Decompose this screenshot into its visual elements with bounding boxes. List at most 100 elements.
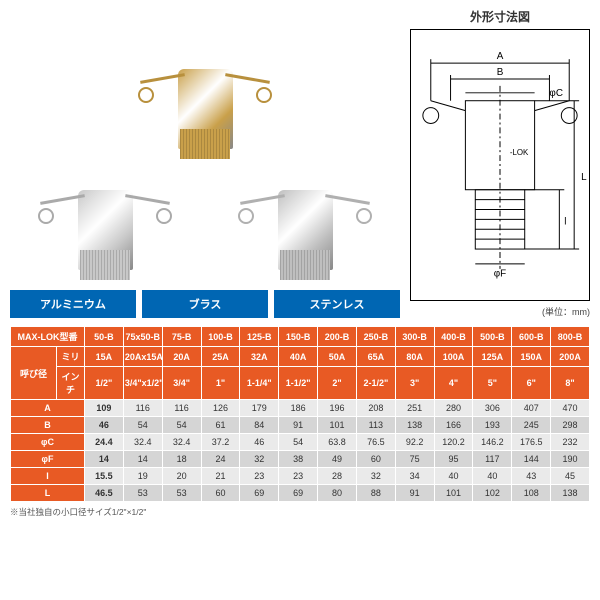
col-header: 400-B [434, 327, 473, 347]
data-cell: 306 [473, 400, 512, 417]
data-cell: 20 [162, 468, 201, 485]
products-section: アルミニウム ブラス ステンレス [10, 8, 400, 318]
col-header: 200-B [318, 327, 357, 347]
data-cell: 109 [85, 400, 124, 417]
cell: 2" [318, 367, 357, 400]
cell: 65A [356, 347, 395, 367]
data-cell: 280 [434, 400, 473, 417]
cell: 3/4" [162, 367, 201, 400]
cell: 3" [395, 367, 434, 400]
col-mm: ミリ [57, 347, 85, 367]
data-cell: 144 [512, 451, 551, 468]
col-header: 800-B [551, 327, 590, 347]
data-cell: 32.4 [123, 434, 162, 451]
data-cell: 91 [279, 417, 318, 434]
row-label: φC [11, 434, 85, 451]
svg-text:φF: φF [494, 269, 506, 280]
col-header: 100-B [201, 327, 240, 347]
data-cell: 101 [434, 485, 473, 502]
data-cell: 34 [395, 468, 434, 485]
data-cell: 32.4 [162, 434, 201, 451]
data-cell: 117 [473, 451, 512, 468]
col-header: 150-B [279, 327, 318, 347]
cell: 20A [162, 347, 201, 367]
svg-text:φC: φC [549, 88, 563, 99]
data-cell: 245 [512, 417, 551, 434]
data-cell: 60 [356, 451, 395, 468]
svg-text:B: B [497, 67, 504, 78]
data-cell: 91 [395, 485, 434, 502]
data-cell: 14 [85, 451, 124, 468]
row-label: A [11, 400, 85, 417]
data-cell: 76.5 [356, 434, 395, 451]
data-cell: 75 [395, 451, 434, 468]
cell: 3/4"x1/2" [123, 367, 162, 400]
data-cell: 92.2 [395, 434, 434, 451]
data-cell: 23 [279, 468, 318, 485]
data-cell: 95 [434, 451, 473, 468]
data-cell: 146.2 [473, 434, 512, 451]
cell: 150A [512, 347, 551, 367]
data-cell: 196 [318, 400, 357, 417]
data-cell: 63.8 [318, 434, 357, 451]
cell: 32A [240, 347, 279, 367]
col-inch: インチ [57, 367, 85, 400]
diagram-title: 外形寸法図 [410, 8, 590, 25]
svg-text:l: l [564, 216, 566, 227]
data-cell: 193 [473, 417, 512, 434]
data-cell: 470 [551, 400, 590, 417]
data-cell: 46 [240, 434, 279, 451]
data-cell: 38 [279, 451, 318, 468]
spec-table: MAX-LOK型番50-B75x50-B75-B100-B125-B150-B2… [10, 326, 590, 502]
data-cell: 53 [162, 485, 201, 502]
data-cell: 88 [356, 485, 395, 502]
table-footnote: ※当社独自の小口径サイズ1/2"×1/2" [10, 506, 590, 518]
data-cell: 232 [551, 434, 590, 451]
data-cell: 298 [551, 417, 590, 434]
col-header: 600-B [512, 327, 551, 347]
data-cell: 46.5 [85, 485, 124, 502]
data-cell: 54 [279, 434, 318, 451]
diagram-frame: A B φC -LOK [410, 29, 590, 301]
svg-text:L: L [581, 172, 587, 183]
cell: 80A [395, 347, 434, 367]
data-cell: 32 [356, 468, 395, 485]
col-header: 300-B [395, 327, 434, 347]
cell: 200A [551, 347, 590, 367]
data-cell: 126 [201, 400, 240, 417]
data-cell: 102 [473, 485, 512, 502]
svg-text:-LOK: -LOK [510, 148, 529, 157]
data-cell: 23 [240, 468, 279, 485]
data-cell: 176.5 [512, 434, 551, 451]
data-cell: 18 [162, 451, 201, 468]
cell: 1" [201, 367, 240, 400]
data-cell: 407 [512, 400, 551, 417]
data-cell: 24.4 [85, 434, 124, 451]
cell: 15A [85, 347, 124, 367]
data-cell: 14 [123, 451, 162, 468]
data-cell: 120.2 [434, 434, 473, 451]
cell: 6" [512, 367, 551, 400]
label-brass: ブラス [142, 290, 268, 318]
data-cell: 53 [123, 485, 162, 502]
product-images [10, 48, 400, 280]
product-aluminum [40, 180, 170, 280]
col-header: 125-B [240, 327, 279, 347]
data-cell: 40 [434, 468, 473, 485]
data-cell: 80 [318, 485, 357, 502]
col-header: 250-B [356, 327, 395, 347]
product-stainless [240, 180, 370, 280]
cell: 8" [551, 367, 590, 400]
data-cell: 60 [201, 485, 240, 502]
data-cell: 138 [551, 485, 590, 502]
cell: 4" [434, 367, 473, 400]
dimension-drawing: A B φC -LOK [411, 30, 589, 300]
col-header: 75x50-B [123, 327, 162, 347]
label-aluminum: アルミニウム [10, 290, 136, 318]
cell: 125A [473, 347, 512, 367]
label-stainless: ステンレス [274, 290, 400, 318]
cell: 1-1/4" [240, 367, 279, 400]
row-label: L [11, 485, 85, 502]
col-header: 500-B [473, 327, 512, 347]
col-header: 50-B [85, 327, 124, 347]
